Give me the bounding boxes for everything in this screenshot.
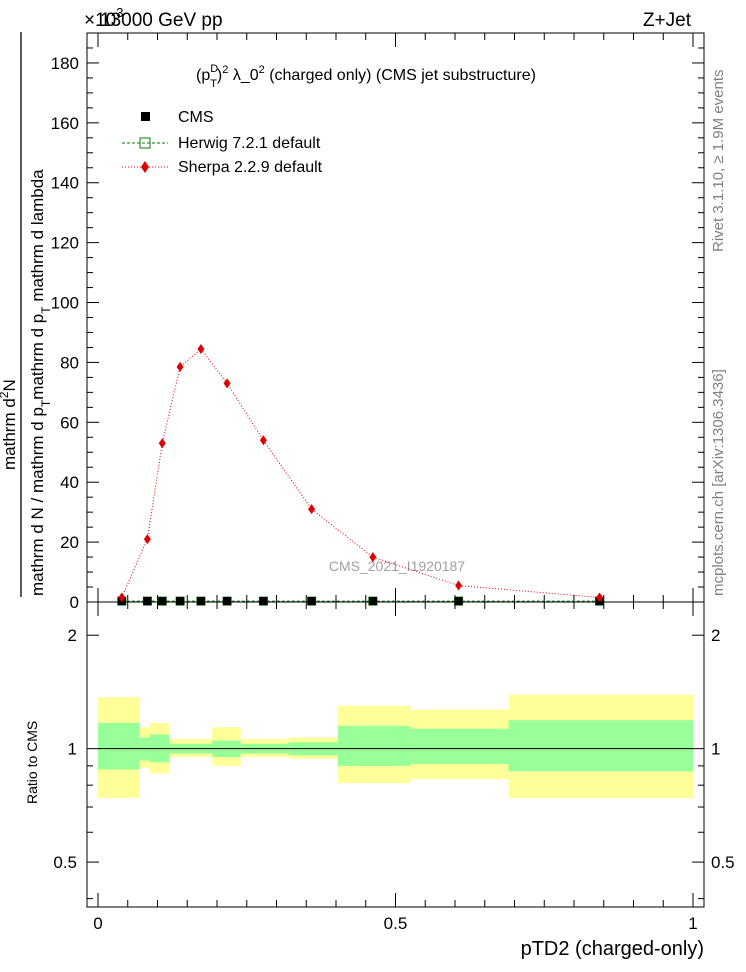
ratio-y-tick-label-right: 2 xyxy=(711,626,720,645)
main-y-tick-label: 180 xyxy=(51,54,79,73)
ylabel-top-a: mathrm d xyxy=(0,398,19,470)
x-tick-label: 0 xyxy=(93,914,102,933)
sherpa-point xyxy=(143,534,151,545)
title-sup2: 2 xyxy=(222,64,228,76)
main-series xyxy=(117,343,605,606)
title-part-p: (p xyxy=(196,67,210,84)
y-scale-exponent: ×103 xyxy=(84,5,123,31)
sherpa-point xyxy=(158,438,166,449)
main-y-tick-label: 20 xyxy=(60,533,79,552)
main-y-tick-label: 160 xyxy=(51,114,79,133)
title-lambda: λ_0 xyxy=(228,67,258,84)
main-y-tick-label: 120 xyxy=(51,234,79,253)
sherpa-point xyxy=(259,435,267,446)
cms-point xyxy=(368,597,377,606)
sherpa-point xyxy=(308,504,316,515)
cms-point xyxy=(176,597,185,606)
cms-point xyxy=(196,597,205,606)
main-y-label: mathrm d N / mathrm d pTmathrm d pT math… xyxy=(28,169,53,596)
ratio-bands xyxy=(98,694,693,798)
main-y-tick-label: 80 xyxy=(60,353,79,372)
legend-herwig-marker xyxy=(139,137,151,149)
y-scale-base: ×10 xyxy=(84,10,116,31)
ylabel-part-a: mathrm d N / mathrm d p xyxy=(28,407,47,596)
cms-point xyxy=(259,597,268,606)
x-tick-label: 0.5 xyxy=(384,914,408,933)
ylabel-top-b: N xyxy=(0,379,19,391)
rivet-label: Rivet 3.1.10, ≥ 1.9M events xyxy=(710,70,727,253)
cms-point xyxy=(143,597,152,606)
cms-point xyxy=(307,597,316,606)
ratio-panel: 0.5 0.51 12 2 0 0.5 1 Ratio to CMS pTD2 (char… xyxy=(24,601,735,960)
x-tick-label: 1 xyxy=(688,914,697,933)
ylabel-part-c: mathrm d lambda xyxy=(28,169,47,307)
watermark: CMS_2021_I1920187 xyxy=(329,558,465,574)
sherpa-point xyxy=(596,592,604,603)
title-close: ) xyxy=(217,67,222,84)
chart-title: (pD T)2 λ_02 (charged only) (CMS jet subs… xyxy=(196,63,536,90)
ratio-band-inner xyxy=(410,728,509,765)
ratio-y-ticks: 0.5 0.5 1 1 2 2 xyxy=(53,626,735,900)
legend-sherpa-label: Sherpa 2.2.9 default xyxy=(178,159,323,176)
main-y-label-bottom: mathrm d N / mathrm d pTmathrm d pT math… xyxy=(28,169,53,596)
title-sup3: 2 xyxy=(259,64,265,76)
ratio-y-tick-label: 0.5 xyxy=(53,853,77,872)
y-scale-power: 3 xyxy=(116,5,123,20)
main-y-ticks: 0 20 40 60 80 100 120 140 160 180 xyxy=(51,32,704,612)
sherpa-point xyxy=(176,361,184,372)
ylabel-part-b: mathrm d p xyxy=(28,314,47,400)
legend-cms-marker xyxy=(141,112,150,121)
sherpa-point xyxy=(118,592,126,603)
main-y-tick-label: 40 xyxy=(60,473,79,492)
ratio-y-label: Ratio to CMS xyxy=(24,721,40,804)
cms-point xyxy=(454,597,463,606)
x-axis-label: pTD2 (charged-only) xyxy=(521,938,704,960)
legend-herwig-label: Herwig 7.2.1 default xyxy=(178,135,321,152)
ratio-band-inner xyxy=(98,722,140,770)
ylabel-sub1: T xyxy=(39,399,53,407)
cms-point xyxy=(223,597,232,606)
ratio-band-inner xyxy=(508,720,693,772)
title-rest: (charged only) (CMS jet substructure) xyxy=(265,67,536,84)
process-label: Z+Jet xyxy=(643,10,692,31)
ratio-x-ticks: 0 0.5 1 xyxy=(93,602,698,933)
sherpa-point xyxy=(369,552,377,563)
main-y-tick-label: 60 xyxy=(60,413,79,432)
sherpa-point xyxy=(455,580,463,591)
main-panel: 0 20 40 60 80 100 120 140 160 180 CMS_2021_I19201… xyxy=(0,32,705,612)
main-y-tick-label: 100 xyxy=(51,294,79,313)
main-y-label-top: mathrm d2N xyxy=(0,379,19,470)
sherpa-point xyxy=(223,378,231,389)
energy-label: 13000 GeV pp xyxy=(100,10,223,31)
title-sup-d: D xyxy=(210,63,218,75)
ratio-y-tick-label: 2 xyxy=(68,626,77,645)
legend: CMS Herwig 7.2.1 default Sherpa 2.2.9 de… xyxy=(122,109,323,176)
legend-sherpa-marker xyxy=(141,161,149,173)
ratio-y-tick-label: 1 xyxy=(68,740,77,759)
mcplots-label: mcplots.cern.ch [arXiv:1306.3436] xyxy=(710,369,727,596)
main-y-tick-label: 140 xyxy=(51,174,79,193)
ratio-y-tick-label-right: 0.5 xyxy=(711,853,735,872)
sherpa-point xyxy=(197,343,205,354)
cms-point xyxy=(158,597,167,606)
ratio-y-tick-label-right: 1 xyxy=(711,740,720,759)
ylabel-sub2: T xyxy=(39,306,53,314)
legend-cms-label: CMS xyxy=(178,109,214,126)
ratio-band-inner xyxy=(337,725,411,766)
ylabel-top-sup: 2 xyxy=(0,391,11,398)
main-y-tick-label: 0 xyxy=(70,593,79,612)
title-sub-t: T xyxy=(210,78,217,90)
